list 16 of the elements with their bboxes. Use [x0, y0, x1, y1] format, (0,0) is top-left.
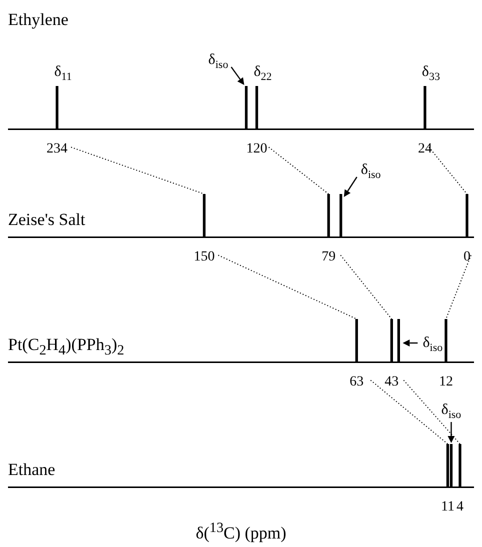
text: Ethane [8, 460, 56, 480]
x-tick-label: 120 [246, 141, 268, 156]
x-tick-label: 11 [440, 499, 454, 514]
text: Zeise's Salt [8, 210, 86, 230]
x-tick-label: 0 [463, 249, 470, 264]
x-tick-label: 24 [418, 141, 432, 156]
x-tick-label: 4 [456, 499, 464, 514]
chart-title: Ethylene [8, 10, 68, 30]
x-tick-label: 63 [350, 374, 364, 390]
x-tick-label: 150 [194, 249, 215, 264]
text: Pt(C$_{2}$H$_{4}$)(PPh$_{3}$)$_{2}$ [8, 335, 124, 360]
x-axis-title: δ($^{13}$C) (ppm) [194, 520, 288, 544]
x-tick-label: 234 [46, 141, 68, 156]
x-tick-label: 43 [384, 374, 399, 390]
x-tick-label: 79 [322, 249, 336, 264]
x-tick-label: 12 [438, 374, 453, 390]
